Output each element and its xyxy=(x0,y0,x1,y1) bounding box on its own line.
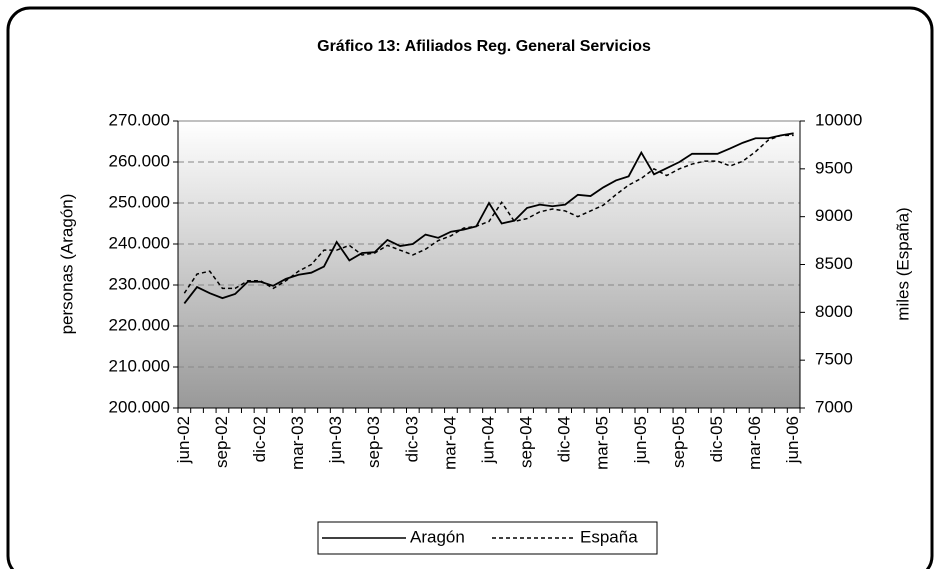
x-tick-label: sep-04 xyxy=(517,416,536,468)
x-tick-label: sep-02 xyxy=(212,416,231,468)
x-tick-label: dic-02 xyxy=(250,416,269,462)
x-tick-label: dic-04 xyxy=(555,416,574,462)
x-tick-label: jun-05 xyxy=(631,416,650,464)
y-tick-label: 200.000 xyxy=(109,397,170,416)
chart-title: Gráfico 13: Afiliados Reg. General Servi… xyxy=(317,38,651,55)
x-tick-label: jun-04 xyxy=(478,416,497,464)
y-tick-label: 250.000 xyxy=(109,192,170,211)
y2-tick-label: 9500 xyxy=(815,158,853,177)
y2-tick-label: 7000 xyxy=(815,397,853,416)
y-tick-label: 220.000 xyxy=(109,315,170,334)
y-tick-label: 260.000 xyxy=(109,151,170,170)
x-tick-label: mar-04 xyxy=(440,416,459,470)
series-line xyxy=(183,134,794,294)
y2-axis-title: miles (España) xyxy=(893,207,912,320)
y-axis-title: personas (Aragón) xyxy=(57,194,76,335)
y-tick-label: 210.000 xyxy=(109,356,170,375)
x-tick-label: dic-05 xyxy=(707,416,726,462)
y-tick-label: 240.000 xyxy=(109,233,170,252)
x-tick-label: sep-05 xyxy=(669,416,688,468)
y2-tick-label: 10000 xyxy=(815,110,862,129)
y-tick-label: 270.000 xyxy=(109,110,170,129)
y2-tick-label: 9000 xyxy=(815,206,853,225)
x-tick-label: jun-06 xyxy=(783,416,802,464)
y2-tick-label: 8000 xyxy=(815,302,853,321)
x-tick-label: sep-03 xyxy=(364,416,383,468)
y-tick-label: 230.000 xyxy=(109,274,170,293)
x-tick-label: mar-05 xyxy=(593,416,612,470)
x-tick-label: mar-06 xyxy=(745,416,764,470)
x-tick-label: dic-03 xyxy=(402,416,421,462)
x-tick-label: jun-02 xyxy=(174,416,193,464)
legend-label: Aragón xyxy=(410,527,465,546)
x-tick-label: jun-03 xyxy=(326,416,345,464)
series-line xyxy=(183,132,794,305)
y2-tick-label: 7500 xyxy=(815,350,853,369)
y2-tick-label: 8500 xyxy=(815,254,853,273)
legend-label: España xyxy=(580,527,638,546)
plot-area xyxy=(177,120,801,409)
x-tick-label: mar-03 xyxy=(288,416,307,470)
